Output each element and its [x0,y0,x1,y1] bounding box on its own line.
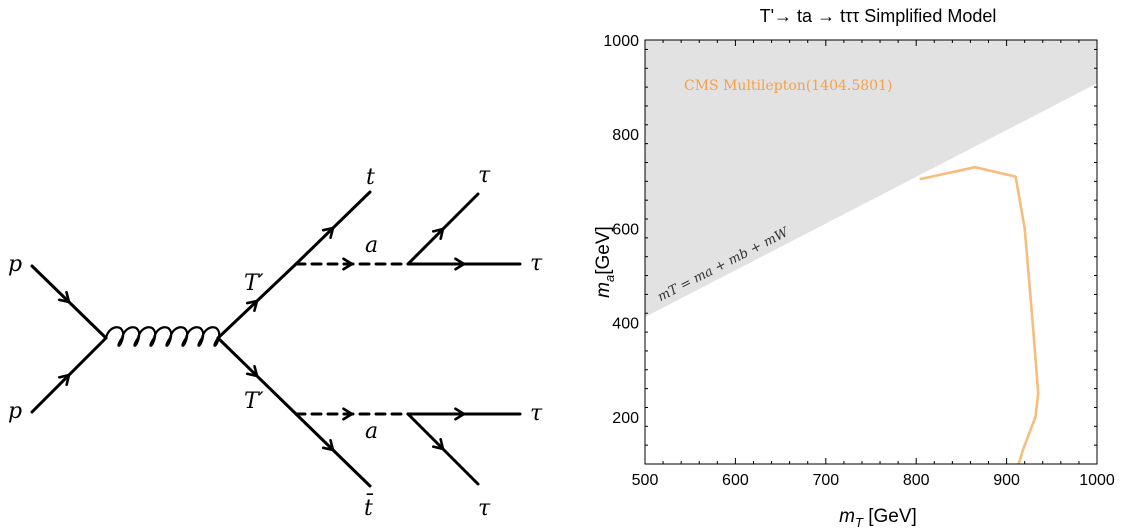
label-a-bottom: a [365,419,378,444]
arrow-tau-1 [431,227,445,241]
exclusion-plot: T'→ ta → tττ Simplified Model mT = ma + … [593,6,1115,529]
feynman-diagram [30,190,522,488]
plot-frame [644,39,1098,465]
kinematic-forbidden-region [645,40,1097,318]
x-axis-label-subscript: T [855,515,864,529]
x-tick-label: 1000 [1079,472,1115,489]
label-tau-1: τ [478,163,491,188]
label-tau-2: τ [530,251,543,276]
arrow-tprime-bottom [245,365,259,378]
arrow-proton-top [57,291,71,304]
x-axis-label-symbol: m [839,506,855,527]
x-tick-label: 600 [722,472,749,489]
x-tick-label: 500 [632,472,659,489]
feynman-arrows [57,226,466,452]
arrow-top [321,226,335,239]
x-tick-label: 700 [812,472,839,489]
arrow-a-top [342,257,354,271]
arrow-proton-bottom [57,373,71,387]
label-tau-4: τ [478,496,491,521]
arrow-tprime-top [245,299,259,312]
arrow-tau-2 [454,257,466,271]
arrow-antitop [321,439,335,452]
arrow-a-bottom [342,407,354,421]
y-axis-label: ma[GeV] [593,226,617,298]
x-axis-label-unit: [GeV] [863,506,917,527]
y-axis-label-symbol: m [593,282,614,298]
x-axis-label: mT [GeV] [839,506,917,529]
y-tick-label: 400 [612,316,639,333]
y-axis-label-subscript: a [602,275,617,282]
y-tick-label: 200 [612,410,639,427]
cms-exclusion-curve [919,165,1040,464]
arrow-tau-3 [454,407,466,421]
y-axis-ticks: 200 400 600 800 1000 [603,33,1097,465]
x-axis-ticks: 500 600 700 800 900 1000 [632,40,1115,489]
arrow-tau-4 [431,437,445,451]
chart-title: T'→ ta → tττ Simplified Model [760,6,997,26]
gluon-line [104,326,221,347]
y-tick-label: 800 [612,127,639,144]
x-tick-label: 800 [903,472,930,489]
cms-series-label: CMS Multilepton(1404.5801) [684,78,892,94]
y-tick-label: 600 [612,221,639,238]
label-p-bottom: p [8,399,22,424]
label-tbar: t̄ [364,493,374,521]
label-t: t [366,165,375,190]
label-a-top: a [365,233,378,258]
y-axis-label-unit: [GeV] [593,226,614,275]
label-tau-3: τ [530,401,543,426]
label-tprime-top: T′ [244,271,264,296]
label-p-top: p [8,252,22,277]
feynman-labels: p p T′ T′ a a t t̄ τ τ τ τ [8,163,543,521]
y-tick-label: 1000 [603,33,639,50]
label-tprime-bottom: T′ [244,389,264,414]
x-tick-label: 900 [993,472,1020,489]
